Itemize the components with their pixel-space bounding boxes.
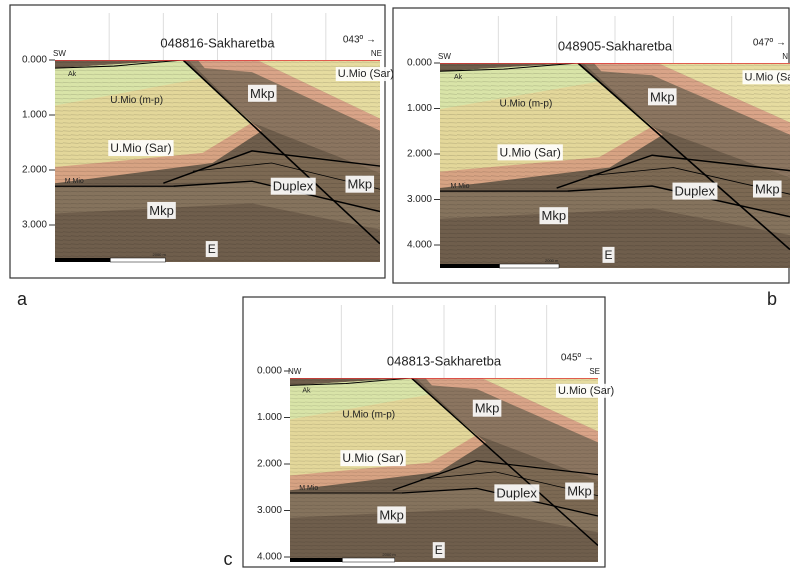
section-title: 048816-Sakharetba [160, 35, 275, 50]
unit-label: Duplex [675, 184, 716, 199]
unit-label: Mkp [542, 208, 567, 223]
unit-label: U.Mio (m-p) [342, 409, 395, 420]
unit-label: Ak [302, 388, 311, 395]
azimuth: 043º → [343, 35, 376, 46]
panel: 048816-Sakharetba 043º → SW NE 0.000 1.000 2.0… [10, 5, 396, 278]
unit-label: M Mio [65, 178, 84, 185]
azimuth: 047º → [753, 38, 786, 49]
depth-label: 1.000 [407, 103, 432, 114]
panel: 048813-Sakharetba 045º → NW SE 0.000 1.000 2.0… [243, 297, 616, 567]
panel-letter: c [224, 549, 233, 568]
cross-section [440, 63, 790, 268]
depth-label: 0.000 [407, 58, 432, 69]
unit-label: Mkp [250, 86, 275, 101]
depth-label: 1.000 [257, 412, 282, 423]
left-end: SW [53, 49, 66, 58]
figure: 048816-Sakharetba043º →SWNE0.0001.0002.0… [0, 0, 790, 568]
unit-label: E [435, 543, 443, 557]
panel-letter: a [17, 289, 28, 309]
unit-label: Mkp [567, 484, 592, 499]
left-end: SW [438, 52, 451, 61]
unit-label: M Mio [451, 183, 470, 190]
unit-label: U.Mio (Sar) [500, 145, 561, 159]
scale-label: 2000 m [382, 552, 396, 557]
unit-label: U.Mio (Sar) [338, 68, 394, 80]
section-title: 048813-Sakharetba [387, 353, 502, 368]
unit-label: U.Mio (Sar) [342, 451, 403, 465]
unit-label: Mkp [475, 401, 500, 416]
depth-label: 2.000 [407, 149, 432, 160]
depth-label: 3.000 [257, 505, 282, 516]
depth-label: 1.000 [22, 110, 47, 121]
scale-bar-black [290, 558, 342, 562]
scale-label: 2000 m [545, 258, 559, 263]
right-end: SE [589, 367, 600, 376]
depth-label: 0.000 [22, 55, 47, 66]
depth-label: 2.000 [257, 459, 282, 470]
unit-label: Mkp [149, 203, 174, 218]
depth-label: 4.000 [407, 240, 432, 251]
unit-label: E [208, 242, 216, 256]
cross-section [55, 60, 380, 262]
panel: 048905-Sakharetba 047º → SW N 0.000 1.000 2.00… [393, 8, 790, 283]
unit-label: Duplex [273, 179, 314, 194]
scale-bar-black [440, 264, 500, 268]
unit-label: E [605, 248, 613, 262]
depth-label: 4.000 [257, 552, 282, 563]
depth-label: 2.000 [22, 165, 47, 176]
unit-label: Ak [454, 74, 463, 81]
right-end: NE [371, 49, 382, 58]
right-end: N [782, 52, 788, 61]
depth-label: 3.000 [407, 194, 432, 205]
unit-label: Mkp [379, 507, 404, 522]
unit-label: Mkp [348, 177, 373, 192]
unit-label: U.Mio (m-p) [110, 95, 163, 106]
panel-letter: b [767, 289, 777, 309]
unit-label: Ak [68, 71, 77, 78]
unit-label: Duplex [496, 485, 537, 500]
unit-label: U.Mio (m-p) [500, 99, 553, 110]
depth-label: 0.000 [257, 366, 282, 377]
scale-bar-white [500, 264, 560, 268]
scale-bar-white [110, 258, 165, 262]
left-end: NW [288, 367, 302, 376]
unit-label: Mkp [755, 182, 780, 197]
unit-label: Mkp [650, 89, 675, 104]
unit-label: U.Mio (Sar) [558, 385, 614, 397]
azimuth: 045º → [561, 353, 594, 364]
section-title: 048905-Sakharetba [558, 38, 673, 53]
scale-bar-black [55, 258, 110, 262]
depth-label: 3.000 [22, 220, 47, 231]
scale-bar-white [342, 558, 394, 562]
scale-label: 2000 m [153, 252, 167, 257]
cross-section [290, 378, 598, 562]
unit-label: U.Mio (Sar) [745, 71, 790, 83]
unit-label: U.Mio (Sar) [110, 141, 171, 155]
unit-label: M Mio [299, 485, 318, 492]
